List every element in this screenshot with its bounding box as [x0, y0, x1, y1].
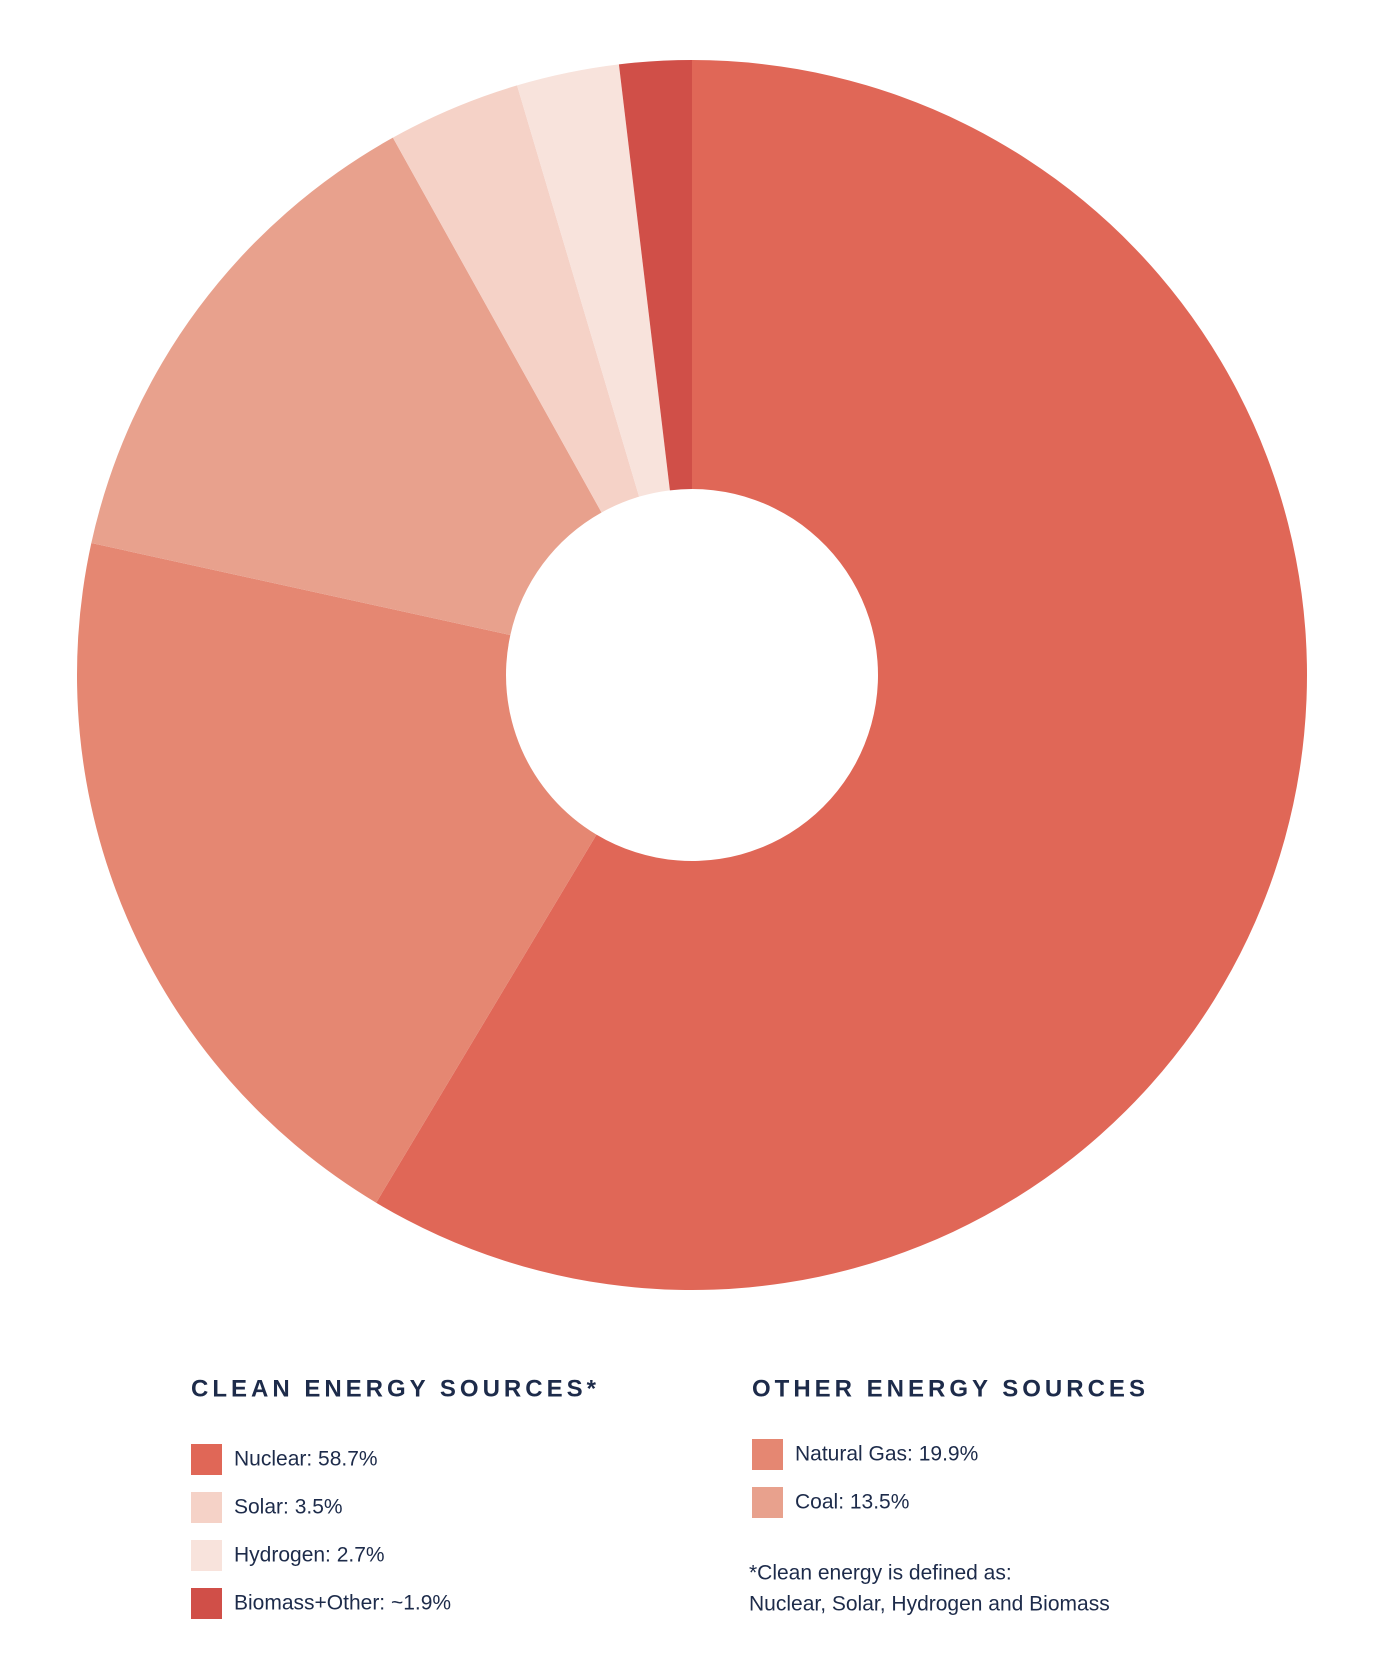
legend-label: Coal: 13.5%	[795, 1491, 909, 1514]
legend-swatch	[191, 1588, 222, 1619]
legend-title: OTHER ENERGY SOURCES	[752, 1375, 1149, 1402]
legend-swatch	[191, 1444, 222, 1475]
slice	[77, 542, 597, 1203]
legend-swatch	[191, 1492, 222, 1523]
slice	[91, 137, 602, 636]
slice	[517, 64, 670, 497]
legend-title: CLEAN ENERGY SOURCES*	[191, 1375, 600, 1402]
legend-swatch	[191, 1540, 222, 1571]
legend-label: Natural Gas: 19.9%	[795, 1443, 978, 1466]
legend-label: Solar: 3.5%	[234, 1496, 343, 1519]
footnote: *Clean energy is defined as:	[749, 1562, 1012, 1585]
slice	[618, 60, 692, 491]
legend-label: Hydrogen: 2.7%	[234, 1544, 385, 1567]
legend-label: Biomass+Other: ~1.9%	[234, 1592, 451, 1615]
footnote: Nuclear, Solar, Hydrogen and Biomass	[749, 1593, 1110, 1616]
legend-swatch	[752, 1439, 783, 1470]
legend-label: Nuclear: 58.7%	[234, 1448, 378, 1471]
legend-swatch	[752, 1487, 783, 1518]
slice	[392, 85, 640, 513]
slice	[376, 60, 1308, 1290]
